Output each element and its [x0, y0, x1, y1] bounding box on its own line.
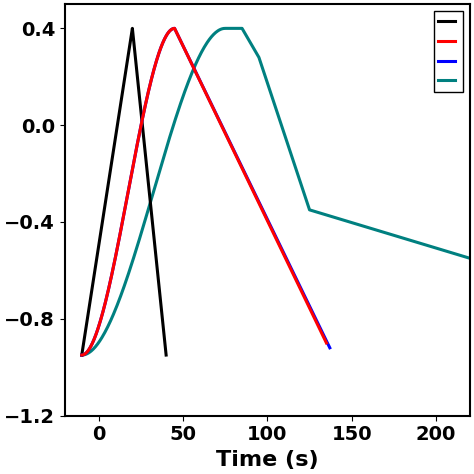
Legend: , , , : , , , — [434, 11, 463, 92]
X-axis label: Time (s): Time (s) — [216, 450, 319, 470]
